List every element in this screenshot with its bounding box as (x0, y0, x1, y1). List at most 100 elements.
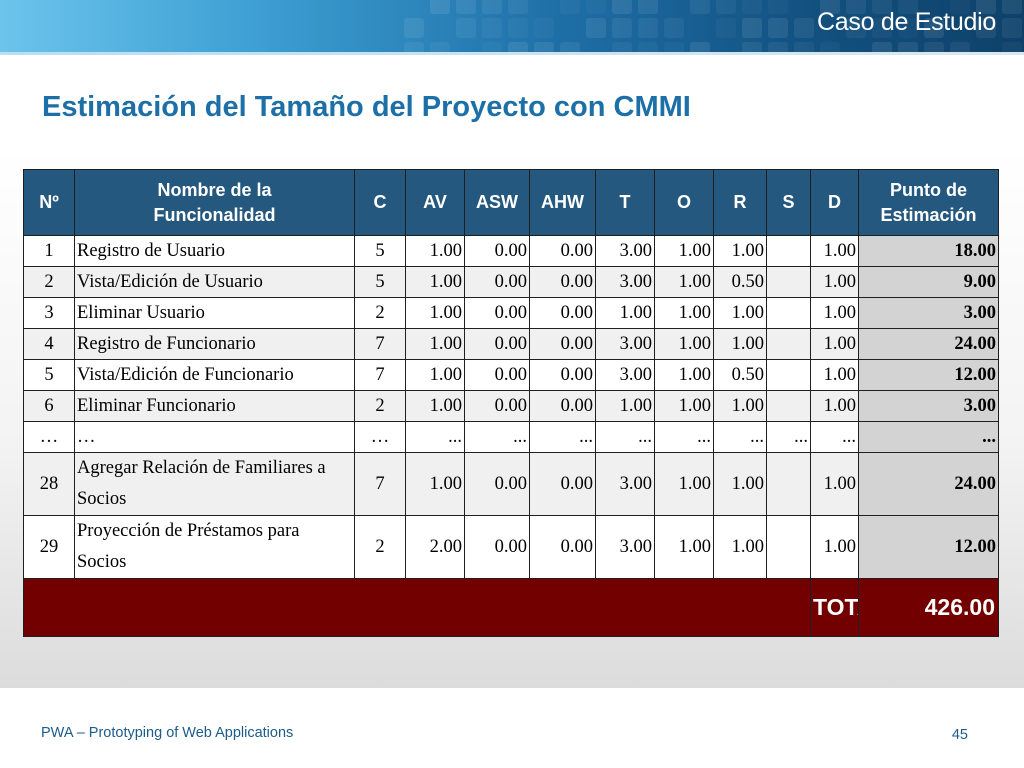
banner-tile (586, 0, 606, 14)
header-ahw: AHW (529, 169, 596, 236)
cell-d: 1.00 (810, 515, 859, 579)
banner-tile (768, 0, 788, 14)
table-header-row: Nº Nombre de la Funcionalidad C AV ASW A… (23, 169, 999, 236)
cell-av: 1.00 (405, 266, 465, 298)
cell-name: Registro de Funcionario (74, 328, 355, 360)
banner-tile (872, 42, 892, 52)
cell-t: 3.00 (595, 452, 655, 516)
banner-tile (690, 0, 710, 14)
cell-r: 0.50 (713, 359, 767, 391)
cell-d: 1.00 (810, 328, 859, 360)
banner-tile (560, 0, 580, 14)
header-score-line2: Estimación (880, 204, 977, 225)
banner-tile (456, 18, 476, 38)
banner-decoration (404, 0, 1024, 52)
cell-c: 7 (354, 359, 406, 391)
table-row: 2 Vista/Edición de Usuario 5 1.00 0.00 0.00 3.… (23, 266, 999, 298)
cell-s (766, 328, 811, 360)
table-row: 28 Agregar Relación de Familiares a Socio… (23, 452, 999, 516)
cell-asw: 0.00 (464, 235, 530, 267)
cell-c: 2 (354, 515, 406, 579)
cell-r: 1.00 (713, 235, 767, 267)
cell-no: 1 (23, 235, 75, 267)
cell-asw: 0.00 (464, 515, 530, 579)
table-row: 29 Proyección de Préstamos para Socios 2 2.… (23, 515, 999, 579)
banner-tile (924, 18, 944, 38)
total-label: TOTAL: (810, 578, 859, 637)
header-name: Nombre de la Funcionalidad (74, 169, 355, 236)
cell-s (766, 390, 811, 422)
cell-asw: 0.00 (464, 390, 530, 422)
cell-score: 24.00 (858, 452, 999, 516)
cell-d: ... (810, 421, 859, 453)
cell-t: 3.00 (595, 235, 655, 267)
cell-av: 1.00 (405, 235, 465, 267)
banner-tile (976, 0, 996, 14)
cell-ahw: 0.00 (529, 266, 596, 298)
cell-ahw: 0.00 (529, 297, 596, 329)
estimation-table: Nº Nombre de la Funcionalidad C AV ASW A… (23, 169, 999, 637)
cell-d: 1.00 (810, 452, 859, 516)
cell-name: Eliminar Usuario (74, 297, 355, 329)
header-banner: Caso de Estudio (0, 0, 1024, 52)
cell-o: 1.00 (654, 452, 714, 516)
cell-score: ... (858, 421, 999, 453)
banner-tile (612, 18, 632, 38)
banner-tile (404, 42, 424, 52)
banner-tile (482, 42, 502, 52)
banner-tile (872, 18, 892, 38)
cell-av: 1.00 (405, 328, 465, 360)
banner-tile (820, 0, 840, 14)
table-row: 6 Eliminar Funcionario 2 1.00 0.00 0.00 1.00 1.… (23, 390, 999, 422)
cell-name: Proyección de Préstamos para Socios (74, 515, 355, 579)
cell-t: 1.00 (595, 390, 655, 422)
cell-score: 9.00 (858, 266, 999, 298)
total-row: TOTAL: 426.00 (23, 578, 999, 637)
banner-tile (638, 42, 658, 52)
cell-r: 1.00 (713, 390, 767, 422)
footer-text: PWA – Prototyping of Web Applications (41, 725, 294, 741)
cell-name: Eliminar Funcionario (74, 390, 355, 422)
cell-o: 1.00 (654, 515, 714, 579)
banner-tile (820, 42, 840, 52)
cell-c: 2 (354, 297, 406, 329)
cell-no: 6 (23, 390, 75, 422)
cell-t: 3.00 (595, 515, 655, 579)
banner-tile (924, 42, 944, 52)
cell-av: 1.00 (405, 297, 465, 329)
cell-t: 3.00 (595, 266, 655, 298)
cell-score: 3.00 (858, 390, 999, 422)
cell-s: ... (766, 421, 811, 453)
cell-ahw: 0.00 (529, 359, 596, 391)
header-s: S (766, 169, 811, 236)
header-asw: ASW (464, 169, 530, 236)
banner-tile (742, 0, 762, 14)
cell-r: 1.00 (713, 328, 767, 360)
cell-t: 3.00 (595, 359, 655, 391)
cell-d: 1.00 (810, 359, 859, 391)
page-number: 45 (951, 727, 968, 743)
banner-tile (950, 42, 970, 52)
table-row: 3 Eliminar Usuario 2 1.00 0.00 0.00 1.00 1.00 1.… (23, 297, 999, 329)
banner-tile (690, 42, 710, 52)
cell-r: 1.00 (713, 297, 767, 329)
banner-tile (560, 42, 580, 52)
banner-tile (612, 0, 632, 14)
banner-tile (638, 0, 658, 14)
cell-c: 2 (354, 390, 406, 422)
cell-av: 2.00 (405, 515, 465, 579)
cell-c: … (354, 421, 406, 453)
banner-tile (794, 42, 814, 52)
cell-asw: 0.00 (464, 452, 530, 516)
header-score: Punto de Estimación (858, 169, 999, 236)
cell-asw: 0.00 (464, 328, 530, 360)
cell-asw: 0.00 (464, 266, 530, 298)
cell-score: 24.00 (858, 328, 999, 360)
cell-no: 5 (23, 359, 75, 391)
banner-tile (456, 0, 476, 14)
header-r: R (713, 169, 767, 236)
banner-tile (534, 42, 554, 52)
cell-s (766, 235, 811, 267)
cell-o: 1.00 (654, 328, 714, 360)
banner-tile (638, 18, 658, 38)
